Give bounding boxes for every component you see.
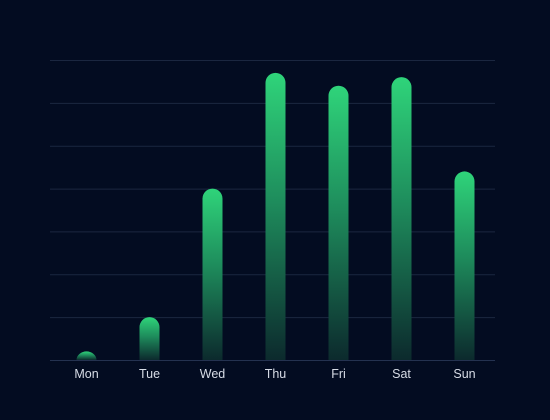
bar-thu[interactable] <box>265 72 286 360</box>
x-tick-label-sat: Sat <box>392 367 411 381</box>
bar-mon[interactable] <box>76 351 97 360</box>
x-tick-label-thu: Thu <box>265 367 287 381</box>
x-tick-label-sun: Sun <box>453 367 475 381</box>
bar-sun[interactable] <box>454 171 475 360</box>
x-tick-label-wed: Wed <box>200 367 226 381</box>
bar-wed[interactable] <box>202 188 223 360</box>
x-tick-label-mon: Mon <box>74 367 98 381</box>
x-tick-label-tue: Tue <box>139 367 160 381</box>
bars <box>76 72 475 361</box>
bar-sat[interactable] <box>391 77 412 361</box>
x-tick-label-fri: Fri <box>331 367 346 381</box>
bar-fri[interactable] <box>328 85 349 360</box>
bar-tue[interactable] <box>139 317 160 360</box>
x-axis-tick-labels: Mon Tue Wed Thu Fri Sat Sun <box>74 367 475 381</box>
